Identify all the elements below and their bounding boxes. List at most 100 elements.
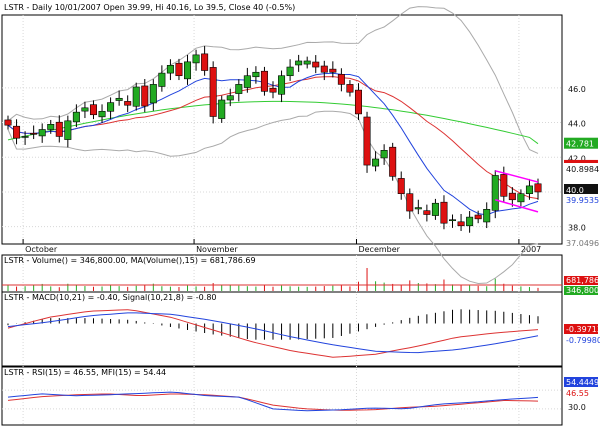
candle-body: [98, 110, 106, 118]
macd-label: -0.39713: [566, 325, 600, 334]
candle-body: [449, 219, 457, 222]
candle-body: [525, 185, 533, 194]
candle-body: [466, 216, 474, 227]
bollinger-lower-line: [7, 110, 539, 285]
price-title: LSTR - Daily 10/01/2007 Open 39.99, Hi 4…: [4, 3, 295, 12]
candle-body: [354, 89, 362, 115]
candle-body: [329, 68, 337, 73]
candle-body: [346, 84, 354, 93]
candle-body: [508, 192, 516, 201]
macd-label-bg: [564, 324, 598, 334]
candle-body: [483, 209, 491, 223]
x-tick-label: November: [196, 245, 238, 254]
candle-body: [107, 102, 115, 112]
macd-line: [7, 309, 539, 358]
candle-body: [55, 121, 63, 137]
price-label: 40.0: [566, 186, 584, 195]
candle-body: [286, 66, 294, 77]
price-label: 37.0496: [566, 239, 599, 248]
price-tick-label: 38.0: [568, 224, 586, 233]
candle-body: [380, 150, 388, 159]
candle-body: [175, 62, 183, 77]
price-label: 42.781: [566, 140, 594, 149]
candle-body: [47, 123, 55, 130]
rsi-title: LSTR - RSI(15) = 46.55, MFI(15) = 54.44: [4, 368, 166, 377]
candle-body: [72, 111, 80, 123]
price-tick-label: 46.0: [568, 85, 586, 94]
x-tick-label: December: [358, 245, 400, 254]
rsi-label: 54.4449: [566, 378, 599, 387]
candle-body: [201, 53, 209, 71]
candle-body: [166, 65, 174, 74]
rsi-line: [7, 393, 539, 411]
volume-title: LSTR - Volume() = 346,800.00, MA(Volume(…: [4, 256, 256, 265]
candle-body: [397, 178, 405, 194]
candle-body: [320, 65, 328, 73]
candle-body: [474, 214, 482, 220]
candle-body: [457, 221, 465, 227]
volume-label-bg: [564, 286, 598, 295]
bollinger-upper-line: [7, 6, 539, 154]
candle-body: [4, 119, 12, 126]
price-label: 39.9535: [566, 196, 599, 205]
price-panel-frame: [1, 14, 563, 245]
candle-body: [500, 174, 508, 197]
candle-body: [81, 107, 89, 112]
candle-body: [21, 136, 29, 138]
candle-body: [226, 95, 234, 101]
price-tick-label: 44.0: [568, 120, 586, 129]
candle-body: [141, 85, 149, 107]
candle-body: [124, 101, 132, 106]
candle-body: [260, 70, 268, 92]
candle-body: [423, 210, 431, 215]
candle-body: [372, 158, 380, 167]
candle-body: [337, 74, 345, 85]
candle-body: [295, 60, 303, 66]
candle-body: [218, 99, 226, 119]
candle-body: [235, 84, 243, 94]
price-label-bg: [564, 137, 598, 149]
price-label-bg: [564, 194, 598, 205]
candle-body: [158, 72, 166, 87]
candle-body: [278, 75, 286, 95]
candle-body: [389, 146, 397, 177]
candle-body: [149, 84, 157, 104]
x-tick-label: October: [25, 245, 58, 254]
candle-body: [440, 201, 448, 224]
price-label: 40.8984: [566, 165, 599, 174]
trendline: [495, 199, 539, 213]
candle-body: [269, 87, 277, 93]
volume-label: 681,786: [566, 276, 599, 285]
volume-label: 346,800: [566, 286, 599, 295]
price-label-bg: [564, 184, 598, 195]
rsi-label: 46.55: [566, 389, 589, 398]
price-tick-label: 42.0: [568, 154, 586, 163]
candle-body: [363, 116, 371, 166]
candle-body: [89, 104, 97, 116]
volume-label-bg: [564, 276, 598, 285]
candle-body: [517, 193, 525, 203]
candle-body: [406, 193, 414, 212]
x-tick-label: 2007: [521, 245, 541, 254]
candle-body: [534, 183, 542, 193]
candle-body: [414, 207, 422, 210]
price-label-bg: [564, 163, 598, 174]
candle-body: [64, 120, 72, 140]
rsi-label-bg: [564, 377, 598, 387]
candle-body: [184, 61, 192, 80]
ma50-line: [7, 100, 539, 145]
candle-body: [115, 97, 123, 101]
candle-body: [30, 133, 38, 135]
candle-body: [132, 86, 140, 107]
candle-body: [243, 75, 251, 88]
candle-body: [431, 202, 439, 216]
rsi-panel-frame: [1, 366, 563, 426]
price-label-bg: [564, 237, 598, 249]
candle-body: [13, 125, 21, 139]
candle-body: [303, 60, 311, 65]
candle-body: [38, 129, 46, 137]
macd-title: LSTR - MACD(10,21) = -0.40, Signal(10,21…: [4, 293, 217, 302]
trendline: [495, 170, 539, 183]
